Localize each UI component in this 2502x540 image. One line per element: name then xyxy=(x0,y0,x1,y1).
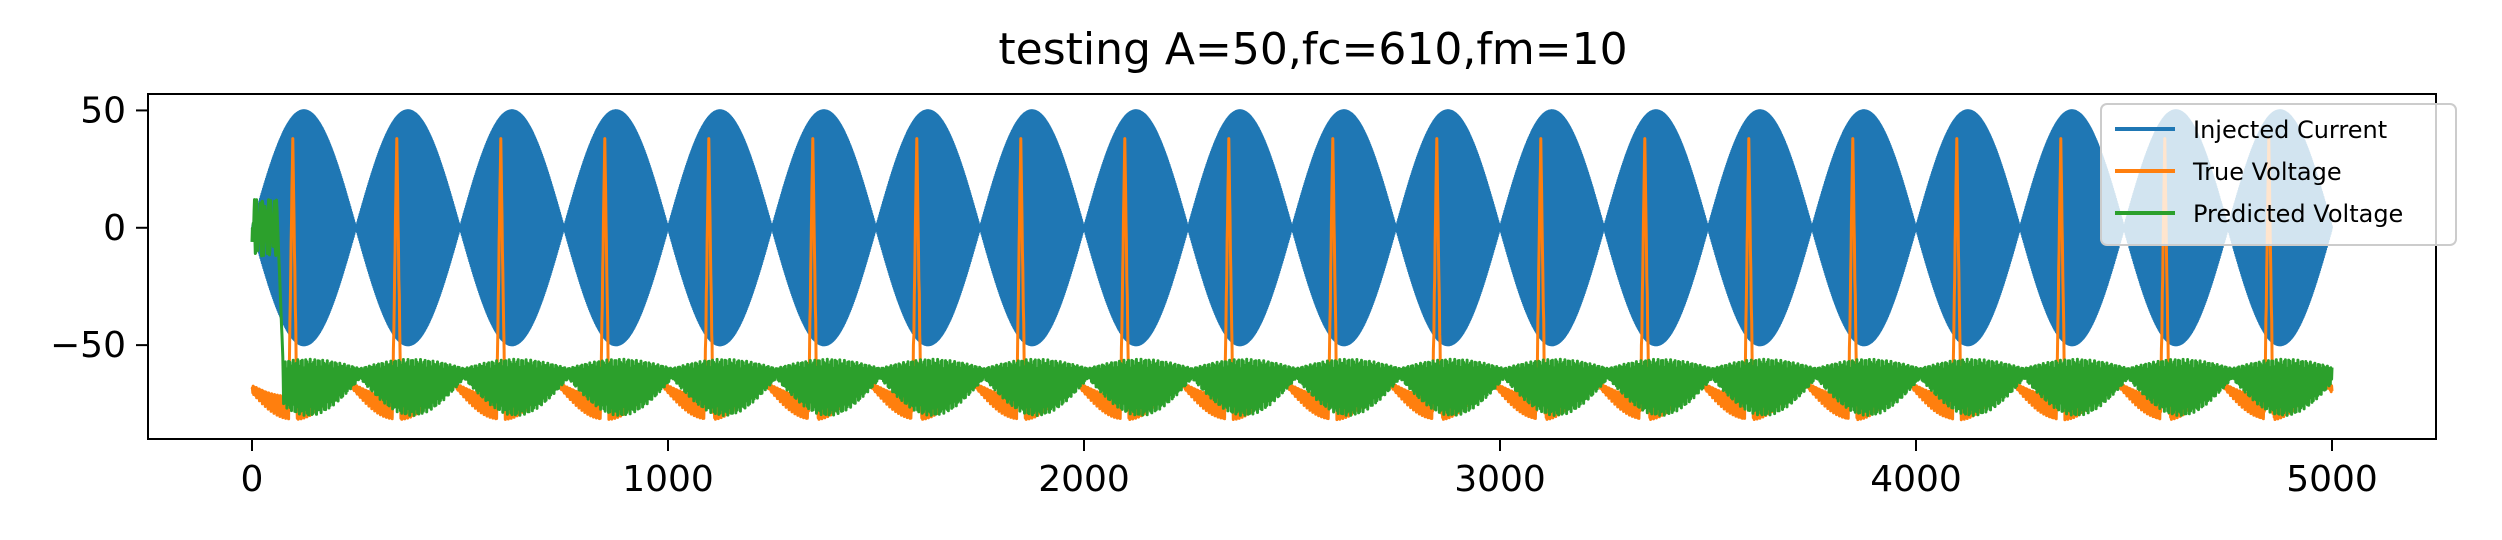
plot-frame xyxy=(147,93,2437,440)
x-tick-label: 3000 xyxy=(1454,459,1546,500)
y-tick-label: 0 xyxy=(103,208,126,249)
series-predicted-voltage xyxy=(250,198,2334,417)
y-axis: 50 0 −50 xyxy=(50,90,148,366)
legend-label-injected-current: Injected Current xyxy=(2193,116,2387,144)
series-injected-current xyxy=(250,109,2334,347)
x-tick-label: 5000 xyxy=(2286,459,2378,500)
legend-label-true-voltage: True Voltage xyxy=(2192,158,2342,186)
y-tick-label: −50 xyxy=(50,325,126,366)
legend-box xyxy=(2100,103,2457,246)
x-tick-label: 4000 xyxy=(1870,459,1962,500)
x-tick-label: 1000 xyxy=(622,459,714,500)
y-tick-label: 50 xyxy=(80,90,126,131)
legend-label-predicted-voltage: Predicted Voltage xyxy=(2193,200,2403,228)
legend: Injected Current True Voltage Predicted … xyxy=(2100,103,2457,246)
x-axis: 0 1000 2000 3000 4000 5000 xyxy=(241,439,2378,500)
chart-title: testing A=50,fc=610,fm=10 xyxy=(998,24,1627,75)
series-layer xyxy=(250,109,2334,422)
x-tick-label: 0 xyxy=(241,459,264,500)
x-tick-label: 2000 xyxy=(1038,459,1130,500)
